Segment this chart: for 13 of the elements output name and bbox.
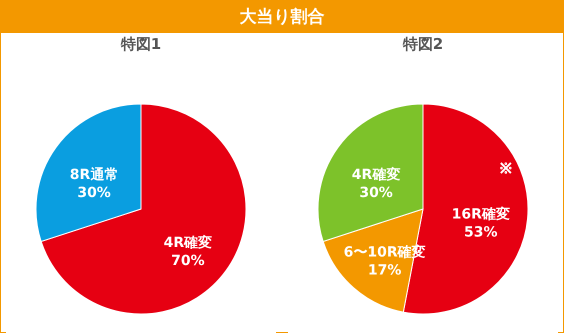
slice-label: 16R確変 xyxy=(452,205,510,222)
text: ※ xyxy=(500,160,512,176)
data-label: 70% xyxy=(171,253,205,270)
text: 大当り割合 xyxy=(1,1,563,33)
slice-label: 4R確変 xyxy=(164,234,212,252)
data-label: 17% xyxy=(368,262,402,279)
data-label: 30% xyxy=(77,184,111,201)
slice-label: 4R確変 xyxy=(352,166,400,183)
chart-title: 特図2 xyxy=(402,35,444,53)
data-label: 53% xyxy=(464,224,498,240)
data-label: 30% xyxy=(359,184,393,201)
chart-title: 特図1 xyxy=(120,35,162,53)
slice-label: 8R通常 xyxy=(70,166,118,183)
